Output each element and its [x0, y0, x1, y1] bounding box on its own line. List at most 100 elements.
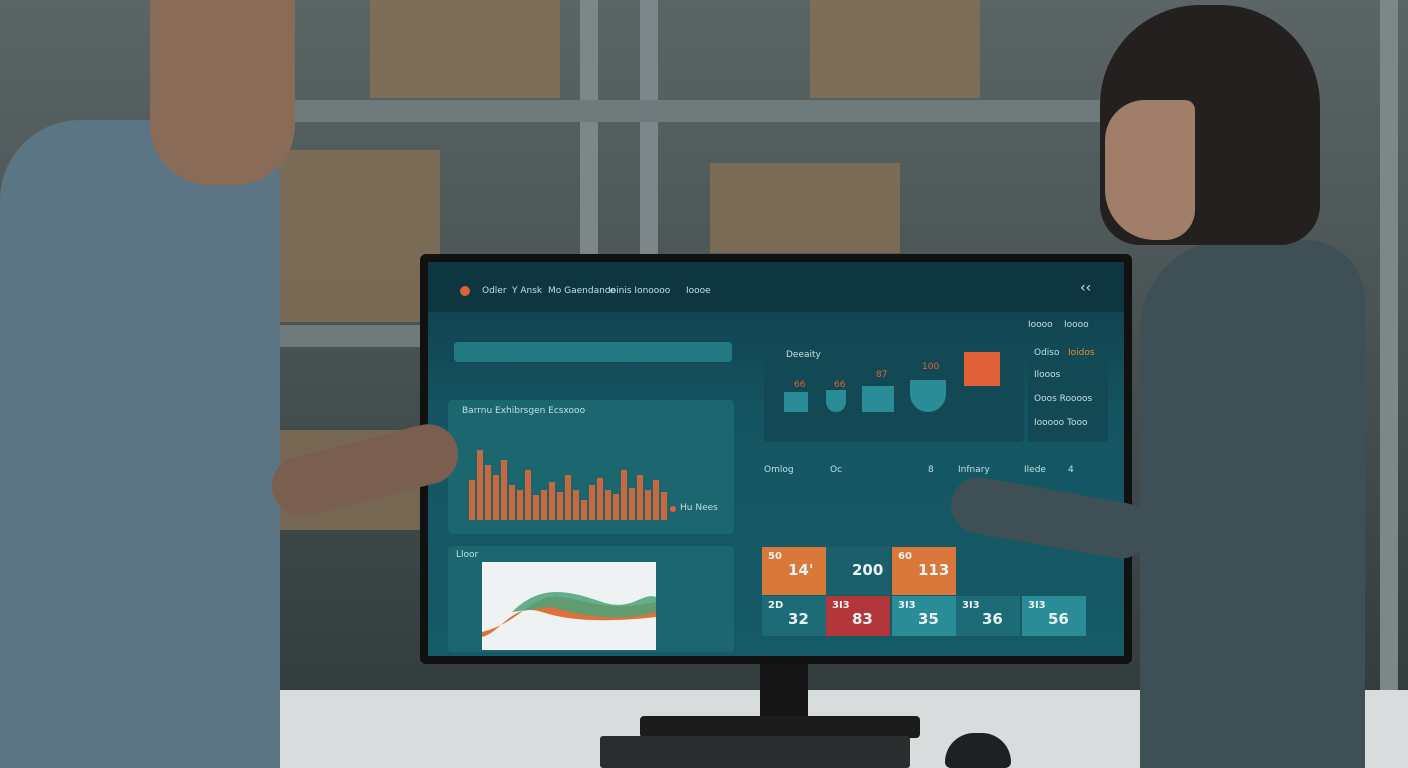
area-chart [482, 562, 656, 650]
monitor: Odler Y Ansk Mo Gaendance Ioinis Ionoooo… [420, 254, 1132, 664]
logo-icon [460, 286, 470, 296]
bar [557, 492, 563, 520]
nav-item[interactable]: Y Ansk [512, 286, 543, 296]
bar-chart-panel: Barrnu Exhibrsgen Ecsxooo Hu Nees [448, 400, 734, 534]
value: 87 [876, 370, 888, 380]
bar [653, 480, 659, 520]
side-item[interactable]: Ooos Roooos [1034, 394, 1093, 404]
value: 100 [922, 362, 940, 372]
kpi-tile[interactable]: 50 14' [762, 547, 826, 595]
box-icon [784, 392, 808, 412]
bar [605, 490, 611, 520]
kpi-small: 50 [768, 551, 782, 562]
monitor-base [640, 716, 920, 738]
search-bar[interactable] [454, 342, 732, 362]
basket-icon [862, 386, 894, 412]
bar-chart [469, 450, 667, 520]
cardboard-box [370, 0, 560, 98]
section-label: Oc [830, 465, 843, 475]
bar [493, 475, 499, 520]
bar [645, 490, 651, 520]
bar [525, 470, 531, 520]
kpi-tile[interactable]: 3I3 56 [1022, 596, 1086, 636]
bag-icon [964, 352, 1000, 386]
bar [509, 485, 515, 520]
keyboard[interactable] [600, 736, 910, 768]
shelf [280, 100, 1110, 122]
badge: Ioidos [1068, 348, 1095, 358]
mouse[interactable] [945, 733, 1011, 768]
shelf-post [1380, 0, 1398, 690]
chevron-left-icon[interactable]: ‹‹ [1080, 280, 1092, 296]
kpi-small: 2D [768, 600, 784, 611]
kpi-value: 35 [918, 610, 939, 628]
kpi-tile[interactable]: 200 [826, 547, 890, 595]
kpi-value: 56 [1048, 610, 1069, 628]
side-item[interactable]: Iooooo Tooo [1034, 418, 1088, 428]
bar [485, 465, 491, 520]
kpi-small: 3I3 [1028, 600, 1046, 611]
kpi-tile[interactable]: 3I3 36 [956, 596, 1020, 636]
bar [581, 500, 587, 520]
bar [573, 490, 579, 520]
kpi-small: 3I3 [898, 600, 916, 611]
kpi-small: 60 [898, 551, 912, 562]
kpi-value: 200 [852, 561, 884, 579]
legend-label: Hu Nees [680, 503, 718, 513]
kpi-value: 36 [982, 610, 1003, 628]
section-label: 8 [928, 465, 934, 475]
legend-dot-icon [670, 506, 676, 512]
bar [541, 490, 547, 520]
kpi-value: 113 [918, 561, 950, 579]
cardboard-box [710, 163, 900, 253]
bar [661, 492, 667, 520]
woman-face [1105, 100, 1195, 240]
kpi-small: 3I3 [832, 600, 850, 611]
kpi-value: 32 [788, 610, 809, 628]
panel-title: Deeaity [786, 350, 821, 360]
bar [565, 475, 571, 520]
bar [549, 482, 555, 520]
kpi-value: 14' [788, 561, 814, 579]
bar [597, 478, 603, 520]
panel-title: Lloor [456, 550, 479, 560]
section-label: Omlog [764, 465, 794, 475]
nav-item[interactable]: Mo Gaendance [548, 286, 616, 296]
area-chart-panel: Lloor [448, 546, 734, 652]
shelf-post [640, 0, 658, 260]
man-in-shirt [0, 120, 280, 768]
kpi-value: 83 [852, 610, 873, 628]
side-panel: Odiso Ioidos Ilooos Ooos Roooos Iooooo T… [1028, 342, 1108, 442]
bar [629, 488, 635, 520]
man-head [150, 0, 295, 185]
bar [477, 450, 483, 520]
bar [613, 494, 619, 520]
section-label: Ilede [1024, 465, 1046, 475]
dashboard-header: Odler Y Ansk Mo Gaendance Ioinis Ionoooo… [428, 262, 1124, 312]
bar [637, 475, 643, 520]
bar [469, 480, 475, 520]
shelf-post [580, 0, 598, 260]
nav-item[interactable]: Odler [482, 286, 507, 296]
chart-title: Barrnu Exhibrsgen Ecsxooo [462, 406, 586, 416]
nav-item[interactable]: Ioooe [686, 286, 711, 296]
kpi-tile[interactable]: 2D 32 [762, 596, 826, 636]
nav-item[interactable]: Ioinis Ionoooo [608, 286, 671, 296]
kpi-tile[interactable]: 3I3 35 [892, 596, 956, 636]
section-label: 4 [1068, 465, 1074, 475]
bar [517, 490, 523, 520]
monitor-stand [760, 664, 808, 720]
bar [621, 470, 627, 520]
top-right-link[interactable]: Ioooo [1028, 320, 1053, 330]
shelf [230, 325, 430, 347]
kpi-tile[interactable]: 3I3 83 [826, 596, 890, 636]
section-label: Infnary [958, 465, 990, 475]
kpi-tile[interactable]: 60 113 [892, 547, 956, 595]
side-item[interactable]: Ilooos [1034, 370, 1061, 380]
value: 66 [834, 380, 846, 390]
bar [589, 485, 595, 520]
top-right-link[interactable]: Ioooo [1064, 320, 1089, 330]
dashboard-screen: Odler Y Ansk Mo Gaendance Ioinis Ionoooo… [428, 262, 1124, 656]
mug-icon [910, 380, 946, 412]
kpi-small: 3I3 [962, 600, 980, 611]
